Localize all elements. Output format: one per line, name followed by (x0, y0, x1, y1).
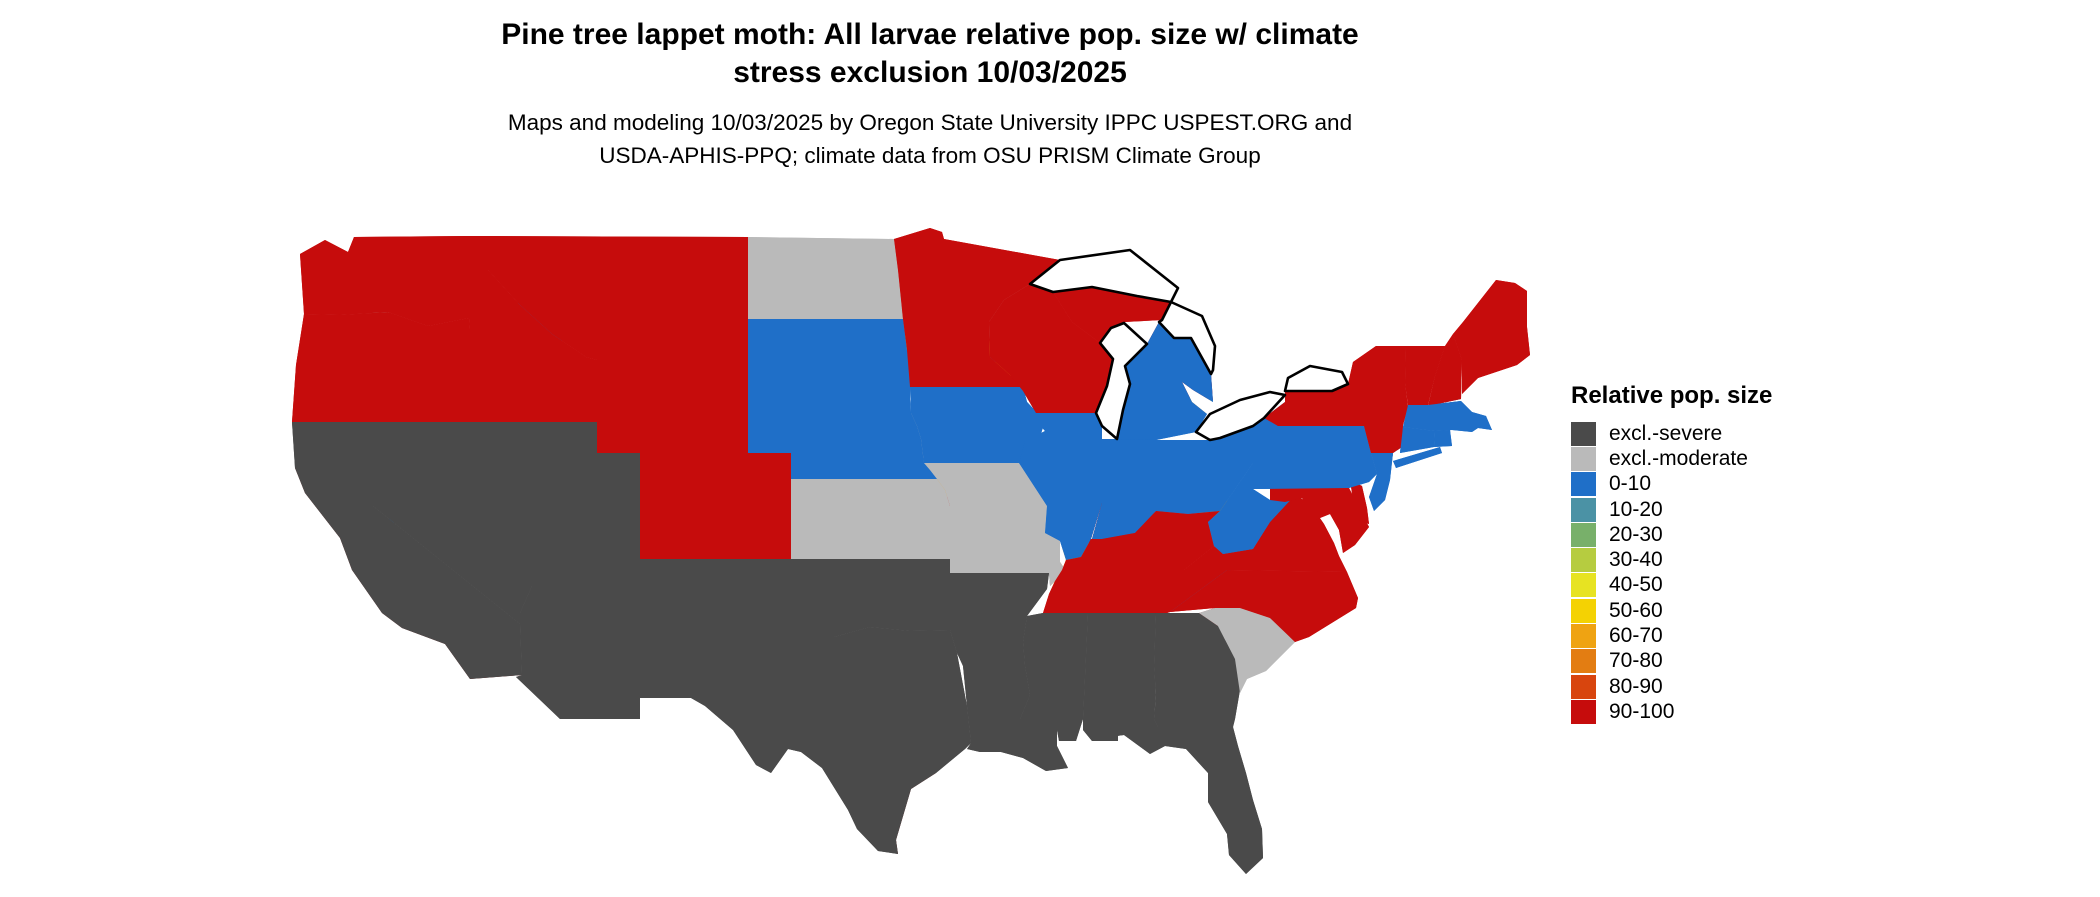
legend-item: 50-60 (1571, 598, 1772, 623)
legend-swatch (1571, 674, 1596, 699)
legend-item: 60-70 (1571, 623, 1772, 649)
legend-item: 40-50 (1571, 573, 1772, 598)
legend-label: 40-50 (1609, 573, 1663, 597)
legend-swatch (1571, 522, 1596, 547)
legend-swatch (1571, 472, 1596, 497)
legend-swatch (1571, 497, 1596, 522)
legend-swatch (1571, 573, 1596, 598)
legend-swatch (1571, 548, 1596, 573)
title-line-1: Pine tree lappet moth: All larvae relati… (501, 18, 1359, 51)
legend-item: excl.-moderate (1571, 446, 1772, 471)
lake-ontario (1283, 364, 1350, 393)
legend-label: 20-30 (1609, 522, 1663, 546)
legend-item: 90-100 (1571, 699, 1772, 724)
legend-label: 10-20 (1609, 497, 1663, 521)
legend-swatch (1571, 699, 1596, 724)
legend-label: excl.-moderate (1609, 446, 1748, 470)
lake-erie (1194, 390, 1287, 442)
legend-title: Relative pop. size (1571, 382, 1773, 409)
state-borders (290, 226, 1532, 876)
legend-swatch (1571, 421, 1596, 446)
lake-superior (1028, 248, 1180, 304)
page-subtitle: Maps and modeling 10/03/2025 by Oregon S… (280, 106, 1580, 172)
legend-items: excl.-severe excl.-moderate 0-10 10-20 20-30… (1571, 421, 1772, 725)
title-block: Pine tree lappet moth: All larvae relati… (280, 16, 1580, 172)
legend-label: 90-100 (1609, 699, 1675, 723)
legend-label: excl.-severe (1609, 421, 1723, 445)
lake-michigan (1094, 321, 1149, 441)
legend-swatch (1571, 649, 1596, 674)
us-map (230, 150, 1550, 892)
legend-item: 20-30 (1571, 522, 1772, 547)
legend-swatch (1571, 446, 1596, 471)
legend-item: 10-20 (1571, 497, 1772, 522)
great-lakes (1028, 248, 1350, 442)
legend-swatch (1571, 598, 1596, 623)
legend-label: 70-80 (1609, 649, 1663, 673)
lake-huron (1157, 300, 1217, 376)
legend-label: 0-10 (1609, 472, 1652, 496)
page-title: Pine tree lappet moth: All larvae relati… (280, 16, 1580, 92)
legend-label: 60-70 (1609, 624, 1663, 648)
legend-label: 30-40 (1609, 548, 1663, 572)
legend-item: 0-10 (1571, 472, 1772, 497)
legend-label: 50-60 (1609, 598, 1663, 622)
title-line-2: stress exclusion 10/03/2025 (733, 56, 1127, 89)
legend-label: 80-90 (1609, 674, 1663, 698)
subtitle-line-2: USDA-APHIS-PPQ; climate data from OSU PR… (599, 143, 1261, 168)
legend-item: excl.-severe (1571, 421, 1772, 446)
legend-swatch (1571, 624, 1596, 649)
legend-item: 80-90 (1571, 674, 1772, 699)
subtitle-line-1: Maps and modeling 10/03/2025 by Oregon S… (507, 110, 1353, 135)
legend-item: 70-80 (1571, 649, 1772, 674)
legend: Relative pop. size excl.-severe excl.-mod… (1571, 382, 1772, 725)
legend-item: 30-40 (1571, 547, 1772, 573)
